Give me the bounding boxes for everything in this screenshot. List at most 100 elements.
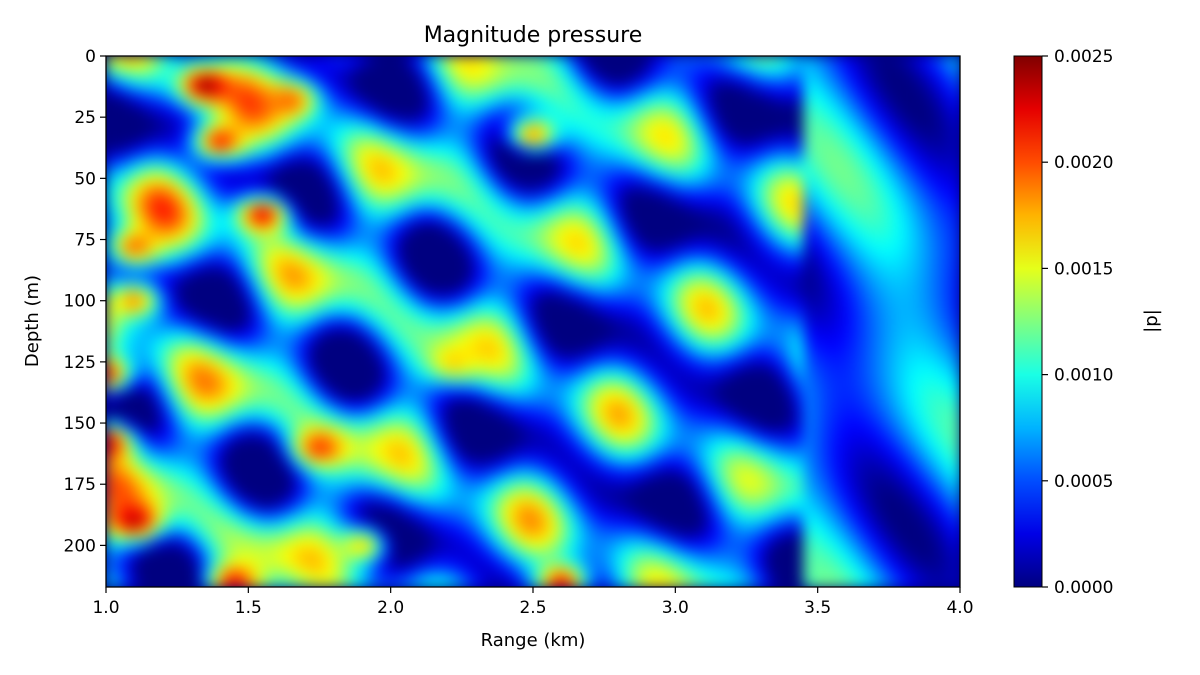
field-cell [198,390,207,401]
field-cell [326,164,335,175]
field-cell [895,174,904,185]
field-cell [205,193,214,205]
field-cell [347,400,356,411]
field-cell [817,105,826,116]
field-cell [454,95,463,106]
field-cell [604,360,613,372]
field-cell [753,252,762,264]
field-cell [241,203,250,215]
field-cell [618,252,627,264]
field-cell [177,360,186,372]
field-cell [874,124,883,136]
field-cell [710,341,719,352]
field-cell [760,174,769,185]
field-cell [846,105,855,116]
field-cell [390,311,399,323]
field-cell [269,223,278,234]
field-cell [447,233,456,244]
field-cell [767,174,776,185]
field-cell [945,164,954,175]
field-cell [625,213,634,224]
field-cell [625,400,634,411]
field-cell [575,134,584,146]
field-cell [347,56,356,67]
field-cell [903,164,911,175]
field-cell [945,105,954,116]
field-cell [625,223,634,234]
field-cell [106,75,114,87]
field-cell [376,124,385,136]
field-cell [810,370,819,382]
field-cell [127,164,136,175]
field-cell [597,370,605,382]
field-cell [824,85,833,97]
field-cell [910,341,919,352]
field-cell [895,351,904,362]
field-cell [177,203,186,215]
field-cell [525,282,534,293]
field-cell [347,380,356,392]
field-cell [134,380,143,392]
field-cell [504,144,513,156]
field-cell [554,262,563,274]
field-cell [412,262,420,274]
field-cell [675,193,684,205]
field-cell [696,429,705,441]
field-cell [397,419,406,431]
field-cell [276,262,285,274]
field-cell [483,439,492,451]
field-cell [298,154,307,165]
field-cell [155,370,164,382]
field-cell [234,301,243,313]
field-cell [383,400,392,411]
field-cell [248,321,257,333]
field-cell [177,85,186,97]
field-cell [938,400,947,411]
field-cell [575,144,584,156]
field-cell [931,203,940,215]
field-cell [276,410,285,421]
field-cell [198,56,207,67]
field-cell [276,390,285,401]
field-cell [810,429,819,441]
field-cell [148,331,157,342]
field-cell [184,311,193,323]
field-cell [383,203,392,215]
field-cell [710,174,719,185]
field-cell [732,223,741,234]
field-cell [141,213,150,224]
field-cell [611,311,620,323]
field-cell [518,154,527,165]
field-cell [333,439,342,451]
field-cell [504,282,513,293]
field-cell [597,105,605,116]
field-cell [483,449,492,460]
field-cell [326,390,335,401]
field-cell [874,400,883,411]
field-cell [198,360,207,372]
field-cell [895,115,904,126]
field-cell [881,282,890,293]
field-cell [604,321,613,333]
field-cell [540,311,549,323]
field-cell [554,134,563,146]
field-cell [305,95,314,106]
field-cell [433,233,442,244]
field-cell [141,115,150,126]
field-cell [547,380,556,392]
field-cell [362,144,371,156]
field-cell [938,321,947,333]
field-cell [141,262,150,274]
field-cell [283,144,292,156]
field-cell [653,282,662,293]
field-cell [561,124,570,136]
field-cell [803,331,812,342]
field-cell [291,144,299,156]
field-cell [191,124,200,136]
field-cell [433,183,442,195]
field-cell [383,183,392,195]
field-cell [468,105,477,116]
field-cell [575,439,584,451]
field-cell [568,124,577,136]
field-cell [191,331,200,342]
